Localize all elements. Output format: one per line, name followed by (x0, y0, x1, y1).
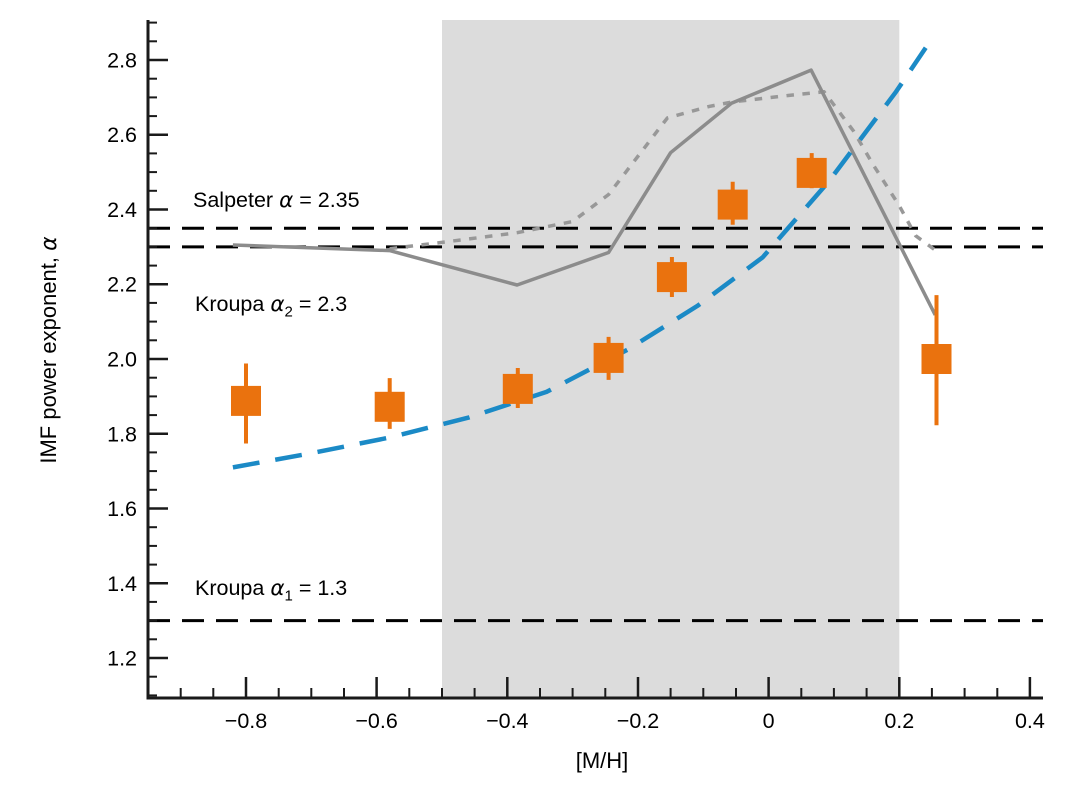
annotation-text: Kroupa (195, 576, 271, 600)
alpha-symbol: α (279, 188, 294, 213)
annotation-text: = 2.35 (293, 188, 360, 212)
y-tick-label: 2.4 (107, 198, 137, 222)
data-point (656, 257, 687, 297)
x-tick-label: 0.4 (1015, 709, 1045, 733)
x-tick-label: −0.4 (486, 709, 528, 733)
series-gray-solid-model (232, 68, 937, 316)
data-point (796, 153, 827, 189)
salpeter-annotation: Salpeter α = 2.35 (193, 188, 360, 213)
data-point (502, 368, 533, 408)
alpha-symbol: α (270, 292, 285, 317)
data-point (231, 363, 261, 444)
y-tick-label: 1.8 (107, 422, 137, 446)
x-tick-label: −0.2 (617, 709, 659, 733)
square-marker (921, 344, 952, 374)
x-tick-label: −0.8 (225, 709, 267, 733)
y-tick-label: 2.2 (107, 273, 137, 297)
square-marker (231, 385, 261, 416)
square-marker (656, 262, 687, 293)
x-tick-label: 0.2 (884, 709, 914, 733)
annotation-text: Kroupa (195, 292, 271, 316)
x-tick-label: −0.6 (355, 709, 397, 733)
annotation-text: = 1.3 (292, 576, 348, 600)
annotation-text: = 2.3 (292, 292, 348, 316)
y-tick-label: 1.4 (107, 572, 137, 596)
data-point (921, 295, 952, 426)
kroupa-alpha2-annotation: Kroupa α2 = 2.3 (195, 292, 348, 321)
y-axis-title-text: IMF power exponent, (36, 250, 61, 464)
annotation-text: Salpeter (193, 188, 280, 212)
shaded-band (442, 20, 900, 698)
y-tick-label: 1.2 (107, 647, 137, 671)
square-marker (502, 373, 533, 404)
alpha-symbol: α (270, 576, 285, 601)
y-axis-title: IMF power exponent, α (36, 236, 62, 463)
annotation-subscript: 2 (284, 303, 293, 321)
kroupa-alpha1-annotation: Kroupa α1 = 1.3 (195, 576, 348, 605)
square-marker (374, 391, 405, 422)
x-tick-label: 0 (763, 709, 775, 733)
series-gray-dotted-model (389, 90, 940, 254)
data-point (374, 378, 405, 429)
series-blue-dashed-model (232, 34, 936, 470)
y-tick-label: 2.0 (107, 348, 137, 372)
data-point (593, 336, 624, 380)
y-tick-label: 1.6 (107, 497, 137, 521)
square-marker (796, 157, 827, 188)
x-axis-title: [M/H] (575, 748, 629, 773)
y-tick-label: 2.6 (107, 123, 137, 147)
square-marker (717, 189, 748, 220)
square-marker (593, 342, 624, 373)
alpha-symbol: α (37, 236, 62, 251)
data-point (717, 181, 748, 225)
y-tick-label: 2.8 (107, 49, 137, 73)
annotation-subscript: 1 (284, 587, 293, 605)
